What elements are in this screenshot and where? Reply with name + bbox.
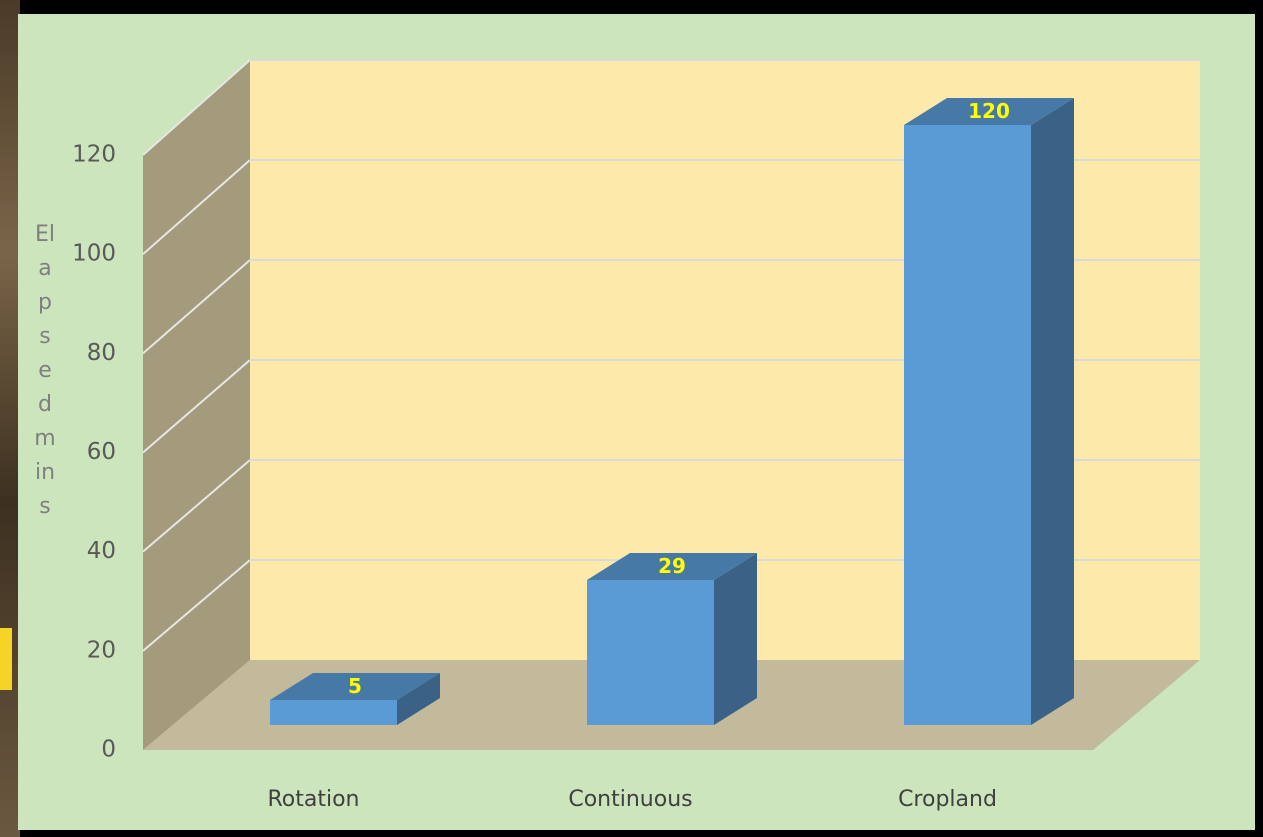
bar-top <box>270 673 440 700</box>
bar-top <box>904 98 1074 125</box>
bar-top <box>587 553 757 580</box>
bar-side <box>1031 98 1074 725</box>
x-tick-label: Rotation <box>267 787 359 812</box>
data-label: 29 <box>658 554 686 578</box>
y-tick-label: 100 <box>72 241 116 267</box>
texture-strip <box>0 0 20 837</box>
grid-line <box>142 559 251 652</box>
grid-line <box>142 359 251 454</box>
bar <box>270 700 397 725</box>
y-tick-label: 40 <box>87 538 116 564</box>
data-label: 5 <box>348 674 362 698</box>
bar <box>904 125 1031 725</box>
yellow-tab <box>0 628 12 690</box>
bar <box>587 580 714 725</box>
x-tick-label: Continuous <box>568 787 692 812</box>
y-axis-title: Elapsed mins <box>34 222 59 519</box>
grid-line <box>142 159 251 255</box>
y-tick-label: 80 <box>87 340 116 366</box>
y-tick-label: 120 <box>72 142 116 168</box>
x-tick-label: Cropland <box>898 787 997 812</box>
data-label: 120 <box>968 99 1010 123</box>
grid-line <box>142 59 251 156</box>
y-tick-label: 60 <box>87 439 116 465</box>
grid-line <box>142 459 251 553</box>
bar-side <box>397 673 440 725</box>
bar-side <box>714 553 757 725</box>
grid-line <box>142 259 251 355</box>
y-tick-label: 20 <box>87 637 116 663</box>
y-tick-label: 0 <box>101 737 116 763</box>
